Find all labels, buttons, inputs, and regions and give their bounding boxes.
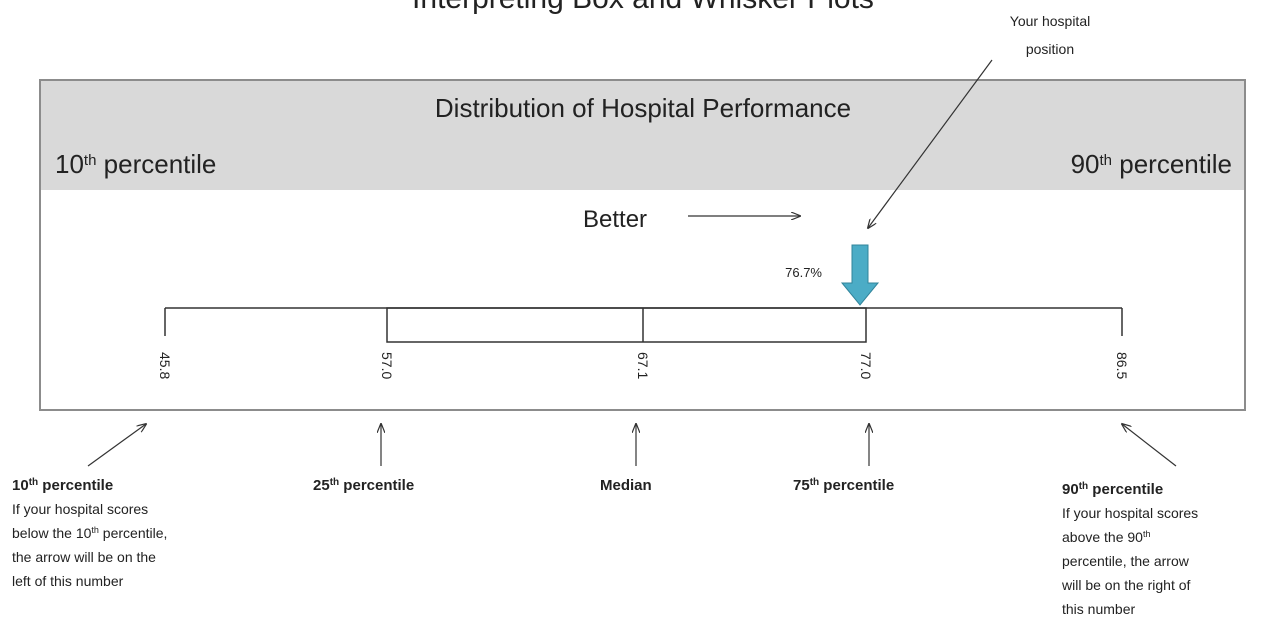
better-label: Better	[583, 206, 647, 233]
text-part: 10	[55, 149, 84, 179]
superscript: th	[330, 477, 339, 488]
header-left: 10th percentile	[55, 149, 216, 179]
box-plot	[164, 307, 1123, 343]
text-part: percentile	[96, 149, 216, 179]
text-part: percentile	[1112, 149, 1232, 179]
text-part: left of this number	[12, 573, 124, 589]
text-part: percentile, the arrow	[1062, 553, 1190, 569]
pointer-arrow	[868, 59, 993, 228]
header-band	[41, 81, 1244, 190]
marker-note: left of this number	[12, 573, 124, 589]
text-part: 90	[1062, 481, 1079, 498]
marker-note: below the 10th percentile,	[12, 525, 167, 541]
text-part: percentile	[38, 477, 113, 494]
superscript: th	[84, 152, 97, 169]
marker-label: 25th percentile	[313, 477, 414, 495]
hospital-value: 76.7%	[785, 265, 822, 280]
marker-value: 45.8	[157, 352, 173, 379]
marker-value: 77.0	[858, 352, 874, 379]
header-right: 90th percentile	[1071, 149, 1232, 179]
text-part: 90	[1071, 149, 1100, 179]
superscript: th	[29, 477, 38, 488]
text-part: percentile	[1088, 481, 1163, 498]
marker-label: 75th percentile	[793, 477, 894, 495]
marker-note: If your hospital scores	[12, 501, 148, 517]
marker-value: 57.0	[379, 352, 395, 379]
marker-label: 10th percentile	[12, 477, 113, 495]
marker-value: 86.5	[1114, 352, 1130, 379]
text-part: this number	[1062, 601, 1135, 617]
text-part: the arrow will be on the	[12, 549, 156, 565]
text-part: percentile,	[99, 525, 167, 541]
marker-arrow	[1122, 424, 1177, 467]
text-part: below the 10	[12, 525, 92, 541]
text-part: 75	[793, 477, 810, 494]
marker-label: 90th percentile	[1062, 481, 1163, 499]
marker-note: the arrow will be on the	[12, 549, 156, 565]
marker-label: Median	[600, 477, 652, 494]
text-part: will be on the right of	[1061, 577, 1191, 593]
text-part: 10	[12, 477, 29, 494]
marker-note: percentile, the arrow	[1062, 553, 1190, 569]
marker-arrow	[87, 424, 146, 467]
text-part: 25	[313, 477, 330, 494]
header-title: Distribution of Hospital Performance	[435, 93, 851, 123]
superscript: th	[91, 525, 99, 535]
marker-note: above the 90th	[1062, 529, 1150, 545]
marker-note: If your hospital scores	[1062, 505, 1198, 521]
text-part: percentile	[339, 477, 414, 494]
text-part: If your hospital scores	[12, 501, 148, 517]
hospital-arrow	[840, 244, 880, 306]
marker-value: 67.1	[635, 352, 651, 379]
text-part: percentile	[819, 477, 894, 494]
marker-note: this number	[1062, 601, 1135, 617]
superscript: th	[1100, 152, 1113, 169]
superscript: th	[1143, 529, 1151, 539]
page-title: Interpreting Box and Whisker Plots	[412, 0, 874, 15]
text-part: Median	[600, 477, 652, 494]
superscript: th	[810, 477, 819, 488]
text-part: If your hospital scores	[1062, 505, 1198, 521]
superscript: th	[1079, 481, 1088, 492]
text-part: above the 90	[1062, 529, 1143, 545]
box	[386, 307, 867, 343]
pointer-line: position	[1026, 41, 1074, 57]
pointer-line: Your hospital	[1010, 13, 1090, 29]
marker-note: will be on the right of	[1061, 577, 1191, 593]
